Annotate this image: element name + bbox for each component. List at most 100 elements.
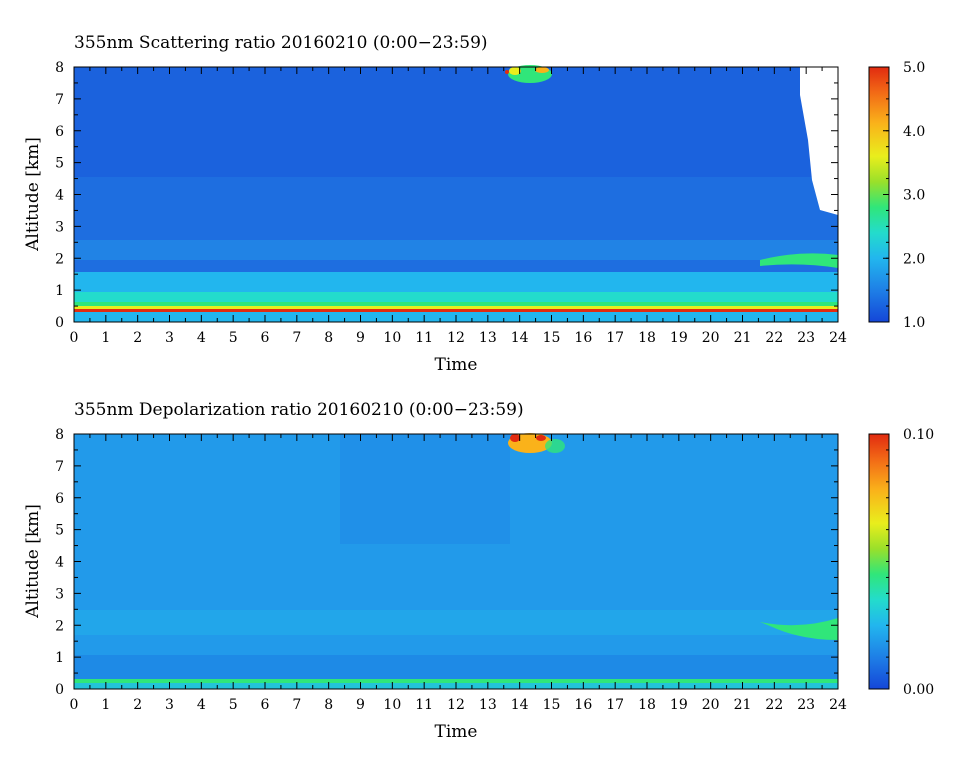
x-tick-label: 22 <box>765 330 783 346</box>
colorbar-tick-label: 0.00 <box>903 682 934 698</box>
noisy-upper-region <box>340 434 510 544</box>
x-tick-label: 8 <box>324 697 333 713</box>
x-tick-label: 15 <box>543 697 561 713</box>
x-tick-label: 18 <box>638 330 656 346</box>
x-tick-label: 21 <box>734 697 752 713</box>
y-tick-label: 3 <box>55 586 64 602</box>
x-tick-label: 6 <box>261 330 270 346</box>
y-tick-label: 1 <box>55 650 64 666</box>
scattering-x-axis-label: Time <box>435 355 478 375</box>
depolarization-y-axis-label: Altitude [km] <box>23 504 43 619</box>
scattering-heatmap <box>74 65 838 322</box>
upper-cloud-red-1 <box>510 434 520 442</box>
lowered-layer-green <box>760 253 838 268</box>
x-tick-label: 17 <box>606 330 624 346</box>
mid-level-band <box>74 610 838 635</box>
x-tick-label: 6 <box>261 697 270 713</box>
x-tick-label: 5 <box>229 697 238 713</box>
x-tick-label: 4 <box>197 330 206 346</box>
x-tick-label: 16 <box>574 697 592 713</box>
x-tick-label: 5 <box>229 330 238 346</box>
surface-green-layer <box>74 679 838 683</box>
x-tick-label: 1 <box>101 697 110 713</box>
x-tick-label: 13 <box>479 697 497 713</box>
depolarization-tick-marks <box>73 433 839 690</box>
x-tick-label: 7 <box>292 330 301 346</box>
upper-cloud-red-2 <box>536 435 546 441</box>
y-tick-label: 8 <box>55 427 64 443</box>
x-tick-label: 9 <box>356 330 365 346</box>
x-tick-label: 0 <box>70 330 79 346</box>
x-tick-label: 22 <box>765 697 783 713</box>
x-tick-label: 19 <box>670 697 688 713</box>
y-tick-label: 2 <box>55 618 64 634</box>
upper-cloud-green <box>545 439 565 453</box>
upper-cloud-red <box>505 70 509 74</box>
x-tick-label: 20 <box>702 697 720 713</box>
x-tick-label: 11 <box>415 330 433 346</box>
y-tick-label: 0 <box>55 682 64 698</box>
x-tick-label: 9 <box>356 697 365 713</box>
lowered-layer-green <box>760 618 838 640</box>
x-tick-label: 16 <box>574 330 592 346</box>
y-tick-label: 8 <box>55 60 64 76</box>
scattering-colorbar: 1.0 2.0 3.0 4.0 5.0 <box>868 60 925 331</box>
x-tick-label: 11 <box>415 697 433 713</box>
y-tick-label: 6 <box>55 124 64 140</box>
x-tick-label: 21 <box>734 330 752 346</box>
y-tick-label: 0 <box>55 315 64 331</box>
x-tick-label: 10 <box>383 330 401 346</box>
y-tick-label: 2 <box>55 251 64 267</box>
y-tick-label: 7 <box>55 92 64 108</box>
depolarization-x-axis-label: Time <box>435 722 478 742</box>
y-tick-label: 5 <box>55 523 64 539</box>
x-tick-label: 23 <box>797 697 815 713</box>
x-tick-label: 3 <box>165 697 174 713</box>
scattering-y-axis-label: Altitude [km] <box>23 137 43 252</box>
scattering-ratio-panel: 355nm Scattering ratio 20160210 (0:00−23… <box>23 33 925 375</box>
no-data-region <box>800 67 838 215</box>
scattering-colorbar-ticks: 1.0 2.0 3.0 4.0 5.0 <box>883 60 925 331</box>
x-tick-label: 12 <box>447 697 465 713</box>
x-tick-label: 13 <box>479 330 497 346</box>
colorbar-tick-label: 2.0 <box>903 251 925 267</box>
x-tick-label: 14 <box>511 330 529 346</box>
depolarization-chart-title: 355nm Depolarization ratio 20160210 (0:0… <box>74 400 524 420</box>
y-tick-label: 4 <box>55 188 64 204</box>
x-tick-label: 2 <box>133 330 142 346</box>
colorbar-tick-label: 1.0 <box>903 315 925 331</box>
x-tick-label: 24 <box>829 697 847 713</box>
x-tick-label: 10 <box>383 697 401 713</box>
y-tick-label: 7 <box>55 459 64 475</box>
colorbar-tick-label: 0.10 <box>903 427 934 443</box>
depolarization-x-tick-labels: 0 1 2 3 4 5 6 7 8 9 10 11 12 13 14 15 16 17 18 19 20 21 22 23 24 <box>70 697 847 713</box>
near-surface-red <box>74 309 838 312</box>
scattering-x-tick-labels: 0 1 2 3 4 5 6 7 8 9 10 11 12 13 14 15 16 17 18 19 20 21 22 23 24 <box>70 330 847 346</box>
boundary-layer-band <box>74 655 838 679</box>
colorbar-tick-label: 4.0 <box>903 124 925 140</box>
depolarization-colorbar-ticks: 0.00 0.10 <box>883 427 934 698</box>
depolarization-y-tick-labels: 0 1 2 3 4 5 6 7 8 <box>55 427 64 698</box>
depolarization-ratio-panel: 355nm Depolarization ratio 20160210 (0:0… <box>23 400 934 742</box>
mid-level-band <box>74 240 838 260</box>
scattering-tick-marks <box>73 66 839 323</box>
x-tick-label: 12 <box>447 330 465 346</box>
x-tick-label: 0 <box>70 697 79 713</box>
x-tick-label: 4 <box>197 697 206 713</box>
x-tick-label: 14 <box>511 697 529 713</box>
x-tick-label: 18 <box>638 697 656 713</box>
x-tick-label: 3 <box>165 330 174 346</box>
scattering-y-tick-labels: 0 1 2 3 4 5 6 7 8 <box>55 60 64 331</box>
depolarization-colorbar: 0.00 0.10 <box>868 427 934 698</box>
colorbar-tick-label: 5.0 <box>903 60 925 76</box>
near-surface-yellow <box>74 306 838 310</box>
x-tick-label: 1 <box>101 330 110 346</box>
upper-cloud-yellow-2 <box>535 67 549 73</box>
boundary-layer-top <box>74 292 838 302</box>
x-tick-label: 17 <box>606 697 624 713</box>
y-tick-label: 3 <box>55 219 64 235</box>
x-tick-label: 7 <box>292 697 301 713</box>
x-tick-label: 8 <box>324 330 333 346</box>
scattering-chart-title: 355nm Scattering ratio 20160210 (0:00−23… <box>74 33 488 53</box>
